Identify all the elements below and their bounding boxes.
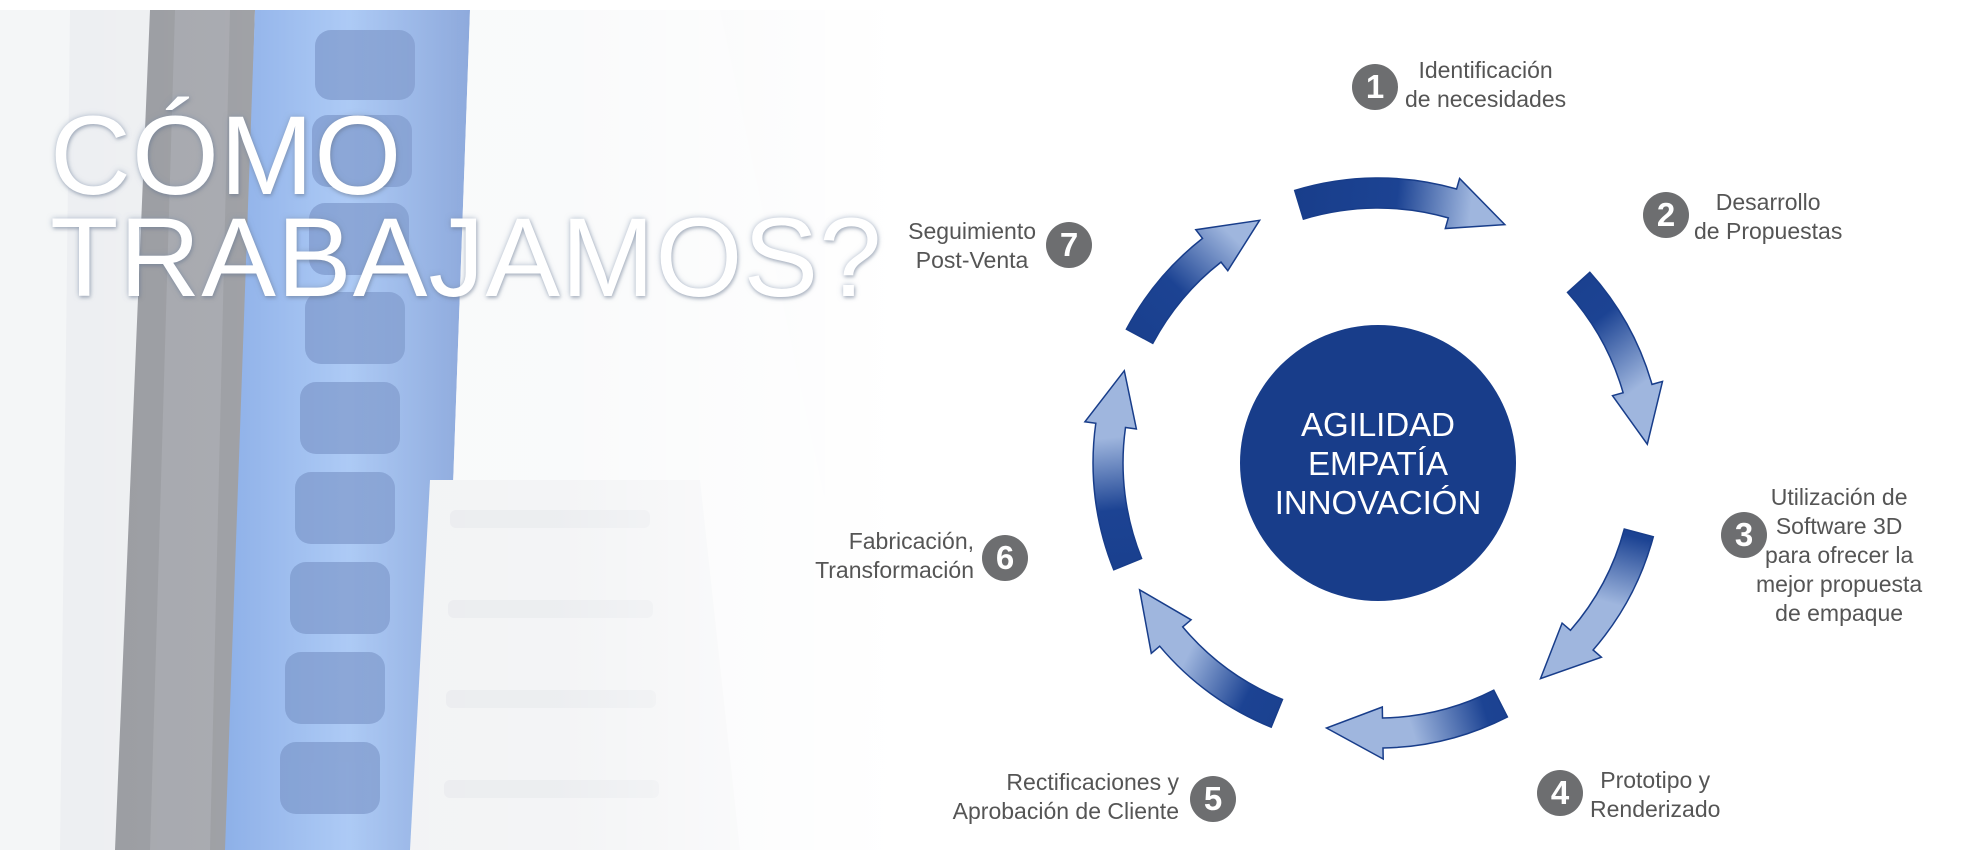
cycle-arrow-1	[1293, 177, 1507, 230]
step-5-label-line: Rectificaciones y	[1006, 769, 1179, 795]
cycle-arrow-3	[1539, 528, 1655, 680]
cycle-arrow-4	[1324, 689, 1509, 761]
step-2-number-badge: 2	[1643, 192, 1689, 238]
step-7-label: Seguimiento Post-Venta	[908, 217, 1036, 275]
cycle-arrow-2	[1566, 271, 1664, 446]
step-7-label-line: Seguimiento	[908, 218, 1036, 244]
headline-line-2: TRABAJAMOS?	[50, 195, 883, 320]
step-1-label-line: de necesidades	[1405, 86, 1567, 112]
cycle-arrow-6	[1083, 368, 1143, 571]
step-6-label-line: Fabricación,	[848, 528, 974, 554]
step-5-label: Rectificaciones y Aprobación de Cliente	[953, 768, 1179, 826]
cycle-arrows	[1083, 177, 1664, 761]
headline: CÓMO TRABAJAMOS?	[50, 93, 883, 320]
step-3-label-line: de empaque	[1775, 600, 1904, 626]
step-3-label: Utilización de Software 3D para ofrecer …	[1756, 483, 1922, 628]
step-4-label-line: Prototipo y	[1600, 767, 1711, 793]
step-3-label-line: Utilización de	[1770, 484, 1908, 510]
step-3-label-line: mejor propuesta	[1756, 571, 1923, 597]
step-5-number-badge: 5	[1190, 776, 1236, 822]
step-7-label-line: Post-Venta	[915, 247, 1029, 273]
step-4-label-line: Renderizado	[1590, 796, 1721, 822]
cycle-arrow-5	[1138, 588, 1284, 729]
step-1-number-badge: 1	[1352, 64, 1398, 110]
step-1-label-line: Identificación	[1418, 57, 1553, 83]
step-3-label-line: para ofrecer la	[1764, 542, 1914, 568]
step-2-label-line: de Propuestas	[1694, 218, 1843, 244]
core-value: AGILIDAD	[1300, 405, 1456, 443]
core-values-circle: AGILIDAD EMPATÍA INNOVACIÓN	[1240, 325, 1516, 601]
core-value: EMPATÍA	[1308, 444, 1448, 482]
step-6-label-line: Transformación	[815, 557, 974, 583]
core-value: INNOVACIÓN	[1274, 483, 1482, 521]
headline-line-1: CÓMO	[50, 93, 403, 218]
step-3-label-line: Software 3D	[1775, 513, 1903, 539]
step-5-label-line: Aprobación de Cliente	[952, 798, 1179, 824]
step-2-label: Desarrollo de Propuestas	[1694, 188, 1842, 246]
step-1-label: Identificación de necesidades	[1405, 56, 1566, 114]
step-4-label: Prototipo y Renderizado	[1590, 766, 1720, 824]
step-6-label: Fabricación, Transformación	[815, 527, 974, 585]
step-4-number-badge: 4	[1537, 770, 1583, 816]
step-2-label-line: Desarrollo	[1715, 189, 1821, 215]
step-7-number-badge: 7	[1046, 222, 1092, 268]
step-6-number-badge: 6	[982, 535, 1028, 581]
cycle-arrow-7	[1125, 219, 1262, 345]
step-3-number-badge: 3	[1721, 512, 1767, 558]
